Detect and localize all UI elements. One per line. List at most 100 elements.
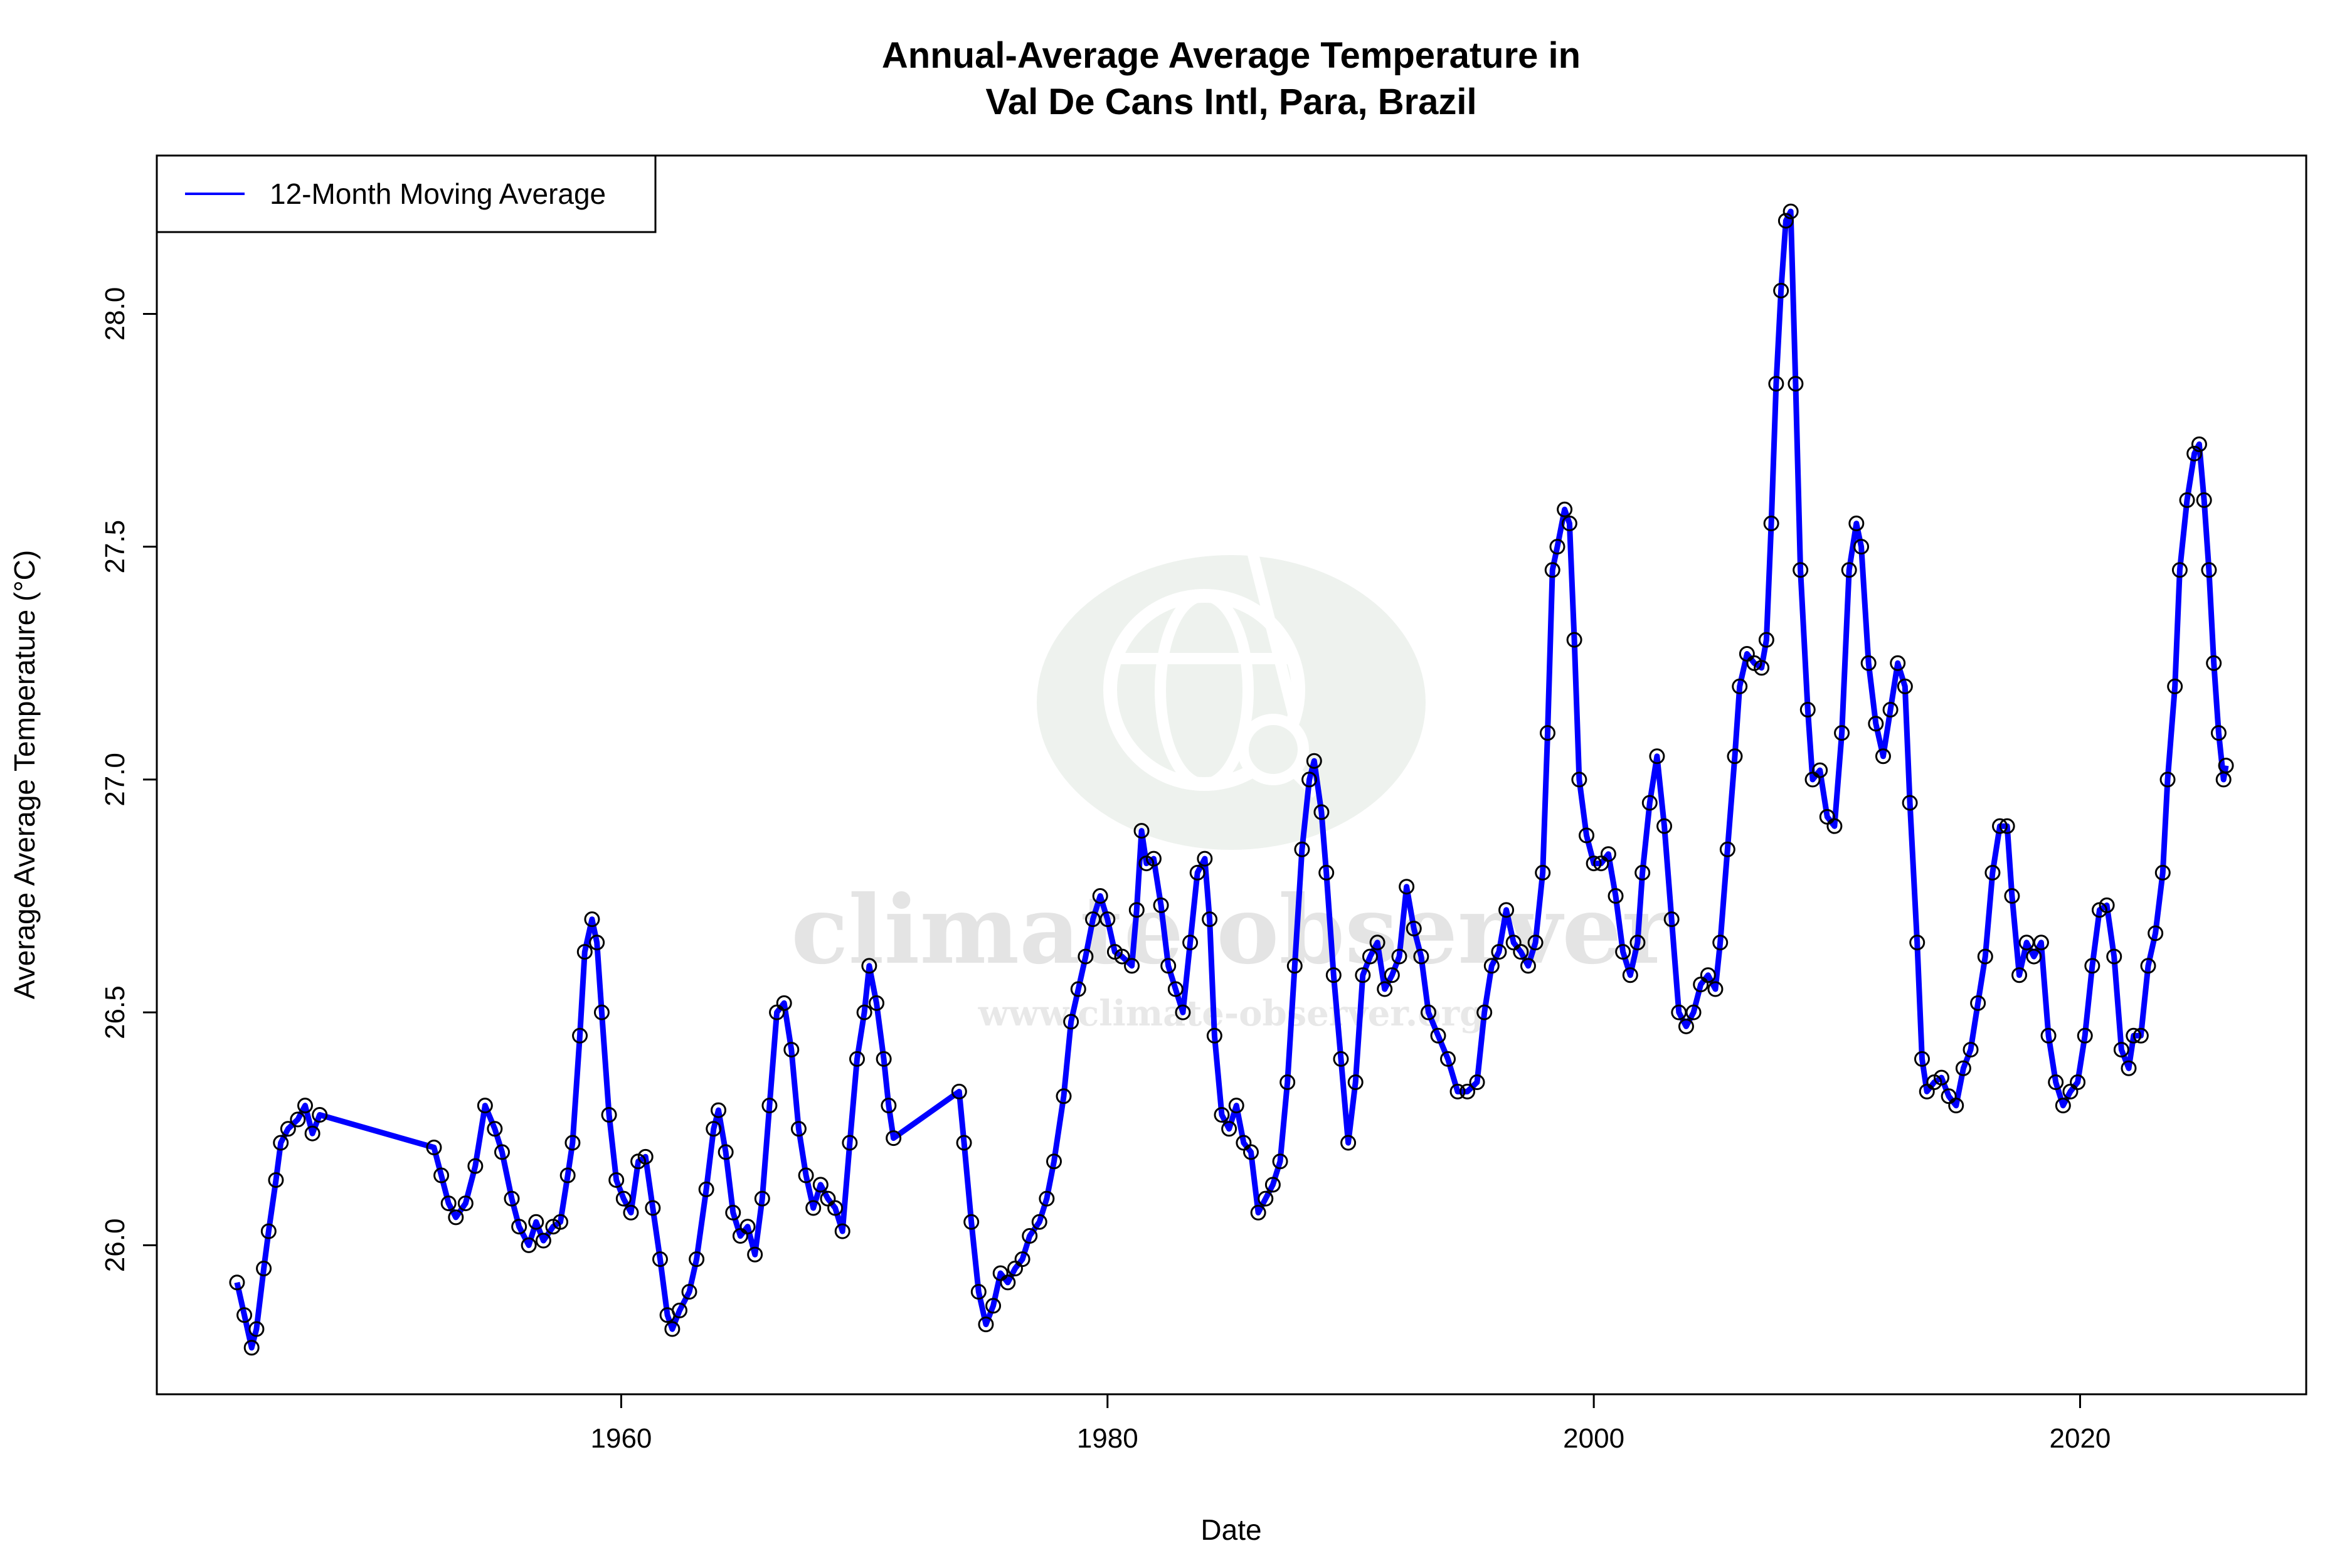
data-point: [2206, 655, 2222, 671]
data-point: [1685, 1004, 1702, 1020]
data-point: [1294, 841, 1310, 857]
data-point: [1763, 516, 1779, 532]
data-point: [869, 995, 885, 1011]
data-point: [504, 1190, 520, 1207]
data-point: [1868, 716, 1884, 732]
data-point: [1491, 944, 1507, 960]
data-point: [1578, 827, 1594, 844]
data-point: [1513, 944, 1529, 960]
data-point: [1600, 846, 1616, 862]
data-point: [1557, 501, 1573, 517]
data-point: [1153, 897, 1169, 913]
y-tick-label: 26.0: [100, 1219, 130, 1273]
data-point: [1793, 562, 1809, 578]
data-point: [1362, 948, 1378, 965]
data-point: [1777, 213, 1794, 229]
data-point: [608, 1172, 625, 1188]
data-point: [1663, 911, 1680, 928]
data-point: [1656, 818, 1673, 834]
data-point: [1128, 902, 1145, 918]
data-point: [1384, 967, 1400, 983]
data-point: [754, 1190, 770, 1207]
data-point: [433, 1167, 450, 1184]
data-point: [1634, 864, 1651, 881]
data-point: [1031, 1214, 1047, 1230]
data-point: [1948, 1098, 1964, 1114]
data-point: [761, 1098, 778, 1114]
data-point: [2196, 492, 2212, 508]
data-point: [260, 1223, 277, 1239]
data-point: [951, 1083, 967, 1099]
data-point: [1279, 1074, 1296, 1091]
data-point: [2121, 1060, 2137, 1076]
data-point: [1124, 958, 1140, 974]
data-point: [1834, 725, 1850, 741]
data-point: [2148, 925, 2164, 941]
svg-text:www.climate-observer.org: www.climate-observer.org: [978, 993, 1485, 1034]
data-point: [467, 1158, 484, 1174]
data-point: [1099, 911, 1116, 928]
data-point: [1783, 203, 1799, 220]
data-point: [1799, 702, 1816, 718]
data-point: [2011, 967, 2028, 983]
data-point: [1333, 1051, 1349, 1067]
data-point: [1897, 678, 1913, 694]
x-tick-label: 2000: [1563, 1423, 1624, 1454]
data-point: [440, 1195, 457, 1212]
data-point: [2159, 771, 2176, 788]
data-point: [584, 911, 600, 928]
data-point: [1678, 1018, 1694, 1034]
data-point: [297, 1098, 313, 1114]
data-point: [236, 1307, 253, 1323]
data-point: [1063, 1014, 1079, 1030]
data-point: [681, 1284, 697, 1300]
data-point: [2201, 562, 2217, 578]
data-point: [2210, 725, 2227, 741]
data-point: [312, 1107, 328, 1123]
data-point: [1902, 795, 1918, 811]
data-point: [1301, 771, 1318, 788]
data-point: [528, 1214, 544, 1230]
data-point: [834, 1223, 850, 1239]
data-point: [2026, 948, 2042, 965]
data-point: [1175, 1004, 1191, 1020]
data-point: [849, 1051, 865, 1067]
data-point: [1369, 935, 1385, 951]
data-point: [1970, 995, 1986, 1011]
data-point: [671, 1302, 687, 1318]
data-point: [856, 1004, 872, 1020]
data-point: [593, 1004, 610, 1020]
data-point: [1754, 660, 1770, 676]
data-point: [1046, 1153, 1062, 1170]
data-point: [521, 1237, 537, 1253]
data-point: [1469, 1074, 1485, 1091]
data-point: [790, 1121, 807, 1137]
data-point: [1963, 1042, 1979, 1058]
data-point: [564, 1135, 581, 1151]
data-point: [2077, 1027, 2093, 1044]
data-point: [1160, 958, 1177, 974]
x-tick-label: 1960: [591, 1423, 652, 1454]
data-point: [1133, 823, 1150, 839]
y-tick-label: 27.5: [100, 520, 130, 574]
data-point: [487, 1121, 503, 1137]
data-point: [1853, 539, 1870, 555]
data-point: [2218, 758, 2234, 774]
data-point: [2179, 492, 2195, 508]
data-point: [1440, 1051, 1456, 1067]
data-point: [2099, 897, 2115, 913]
data-point: [243, 1340, 260, 1356]
data-point: [248, 1321, 265, 1337]
data-point: [1539, 725, 1555, 741]
data-point: [615, 1190, 632, 1207]
series-line-12-month-moving-average: [234, 208, 2229, 1351]
data-point: [637, 1148, 654, 1165]
data-point: [1788, 376, 1804, 392]
data-point: [1243, 1144, 1259, 1160]
data-point: [1999, 818, 2015, 834]
data-point: [1228, 1098, 1244, 1114]
data-point: [1984, 864, 2001, 881]
data-point: [881, 1098, 897, 1114]
x-tick-label: 1980: [1077, 1423, 1138, 1454]
